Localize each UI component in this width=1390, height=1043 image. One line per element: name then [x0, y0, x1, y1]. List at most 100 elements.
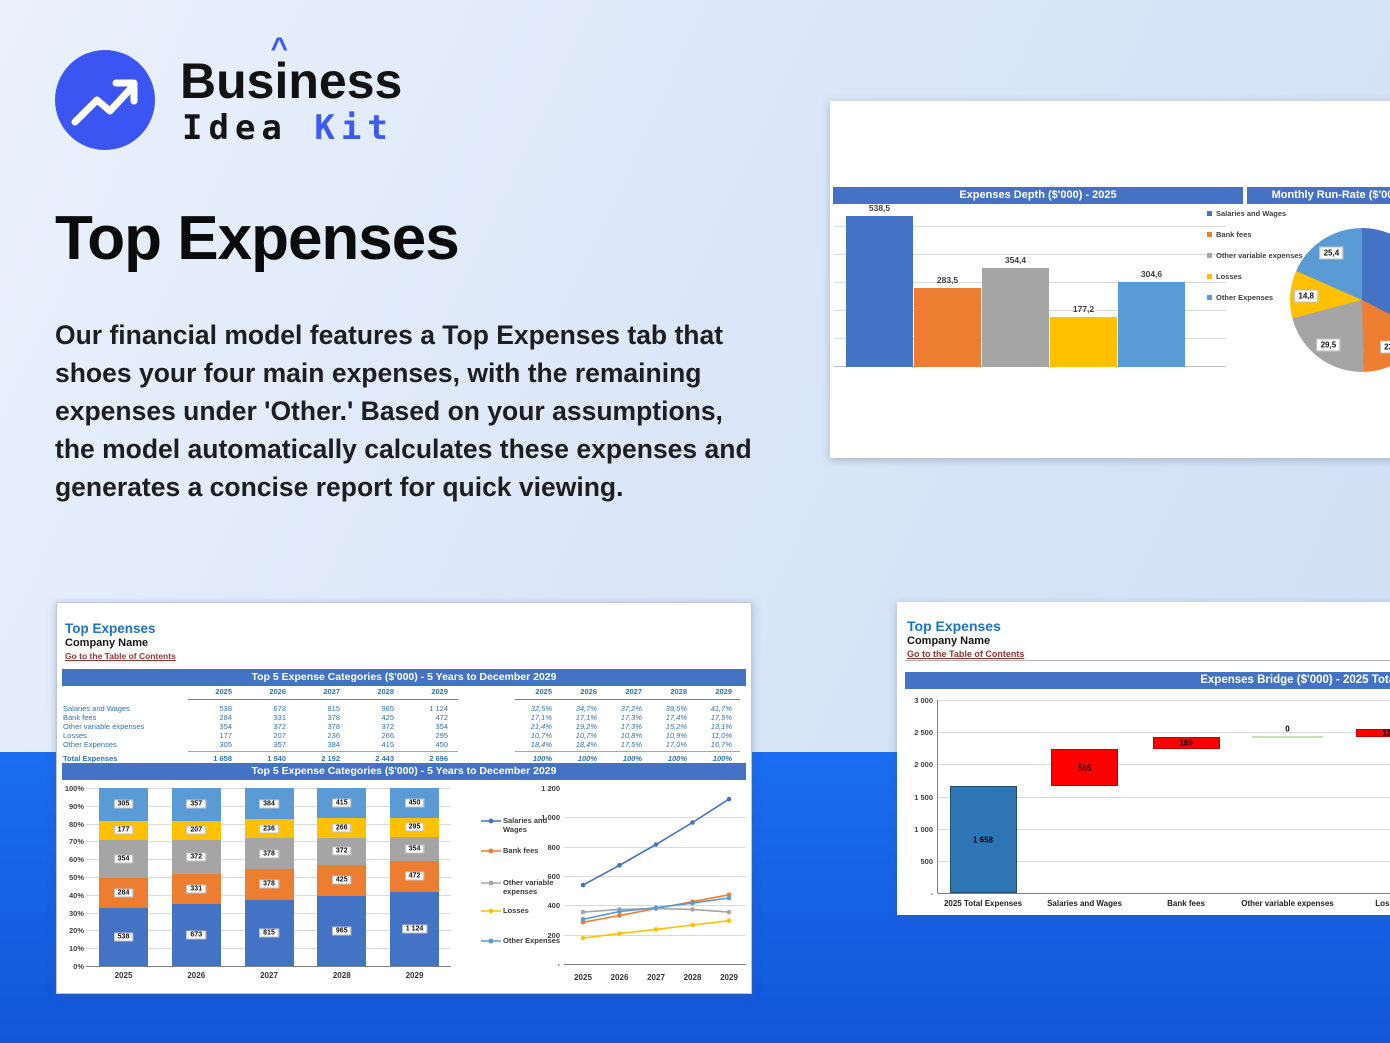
x-tick-label: 2029: [405, 971, 424, 980]
bar-fill: [1118, 281, 1185, 367]
y-axis: [937, 700, 938, 893]
top5-table-title: Top 5 Expense Categories ($'000) - 5 Yea…: [62, 669, 746, 686]
cell-pct: 100%: [577, 754, 597, 763]
legend-item: Bank fees: [1207, 230, 1305, 239]
divider: [905, 660, 1390, 661]
bar-2: 354,4: [982, 199, 1049, 367]
segment-value-label: 378: [259, 849, 279, 859]
stacked-columns: 538 284 354 177 305 673 331 372 207 357 815 378 378 2…: [99, 788, 439, 966]
cell-pct: 17,5%: [620, 740, 642, 749]
segment-value-label: 295: [404, 822, 425, 832]
cell: 2025: [215, 687, 232, 696]
y-tick-label: 60%: [68, 855, 84, 865]
bridge-screenshot: Top Expenses Company Name Go to the Tabl…: [897, 602, 1390, 915]
bar-value-label: 283,5: [936, 274, 959, 285]
legend-item: Other Expenses: [1207, 293, 1305, 302]
brand-name-line1: Busi ^ ness: [180, 32, 403, 109]
cell: 357: [273, 740, 286, 749]
expenses-depth-legend: Salaries and Wages Bank fees Other variabl…: [1207, 209, 1305, 314]
y-tick-label: -: [930, 889, 934, 898]
legend-item: Losses: [481, 906, 573, 917]
segment-value-label: 372: [186, 852, 207, 862]
legend-item: Losses: [1207, 272, 1305, 281]
y-tick-label: 20%: [68, 926, 84, 936]
row-label: Other variable expenses: [63, 722, 145, 731]
legend-label: Other Expenses: [503, 936, 561, 945]
segment-1: 284: [99, 877, 148, 909]
cell: 965: [381, 704, 394, 713]
legend-item: Salaries and Wages: [481, 816, 573, 834]
cell-pct: 16,7%: [710, 740, 732, 749]
segment-0: 965: [317, 895, 367, 966]
bar-value-label: 1 658: [972, 835, 994, 845]
logo-icon: [55, 50, 155, 150]
gridline: [564, 846, 746, 848]
cell: 372: [381, 722, 394, 731]
cell-pct: 100%: [622, 754, 642, 763]
segment-value-label: 384: [259, 799, 279, 809]
bar-fill: [846, 216, 913, 367]
cell-pct: 17,0%: [665, 740, 687, 749]
cell-pct: 17,5%: [710, 713, 732, 722]
segment-value-label: 177: [113, 825, 134, 835]
gridline: [564, 817, 746, 819]
cell-pct: 32,5%: [530, 704, 552, 713]
segment-4: 384: [244, 788, 294, 820]
cell-pct: 19,2%: [575, 722, 597, 731]
x-tick-label: 2027: [260, 971, 278, 980]
legend-swatch: [1207, 295, 1212, 300]
table-row: 2025 2026 2027 2028 2029 2025 2026 2027 2028 2029: [63, 687, 747, 696]
bar-fill: [914, 287, 981, 367]
bridge-chart-title: Expenses Bridge ($'000) - 2025 Total Exp…: [905, 672, 1390, 689]
y-tick-label: 1 200: [541, 784, 560, 793]
segment-0: 1 124: [390, 891, 439, 966]
cell: 2 696: [429, 754, 448, 763]
gridline: [938, 732, 1390, 734]
pie-slice-label: 25,4: [1319, 246, 1344, 260]
stacked-column: 1 124 472 354 295 450: [390, 788, 439, 966]
cell: 415: [381, 740, 394, 749]
cell: 2029: [431, 687, 448, 696]
x-tick-label: 2025: [114, 971, 133, 980]
x-axis: [938, 893, 1390, 894]
cell-pct: 11,0%: [711, 731, 732, 740]
top5-chart-title: Top 5 Expense Categories ($'000) - 5 Yea…: [62, 763, 746, 780]
legend-item: Salaries and Wages: [1207, 209, 1305, 218]
waterfall-bar-1: [1051, 748, 1118, 787]
cell: 378: [327, 722, 340, 731]
page-description: Our financial model features a Top Expen…: [55, 320, 752, 502]
segment-value-label: 415: [331, 798, 352, 808]
y-tick-label: 400: [547, 901, 560, 911]
cell-pct: 10,7%: [530, 731, 552, 740]
row-label: Other Expenses: [63, 740, 117, 749]
y-tick-label: -: [557, 960, 561, 969]
cell-pct: 10,7%: [575, 731, 597, 740]
cell: 354: [219, 722, 232, 731]
gridline: [86, 966, 451, 967]
total-topline: [188, 751, 458, 752]
segment-value-label: 372: [331, 846, 352, 856]
segment-value-label: 815: [259, 928, 279, 938]
legend-item: Bank fees: [481, 846, 573, 857]
cell: 538: [219, 704, 232, 713]
toc-link[interactable]: Go to the Table of Contents: [65, 651, 176, 661]
gridline: [938, 796, 1390, 798]
cell: 2 443: [375, 754, 394, 763]
gridline: [834, 254, 1226, 255]
x-tick-label: 2025 Total Expenses: [943, 899, 1023, 908]
segment-value-label: 331: [186, 884, 207, 894]
expenses-depth-chart: 538,5 283,5 354,4 177,2 304,6: [846, 199, 1186, 367]
segment-value-label: 1 124: [401, 924, 428, 934]
y-tick-label: 30%: [68, 908, 84, 918]
segment-0: 673: [171, 904, 221, 966]
cell-pct: 2025: [535, 687, 552, 696]
x-tick-label: 2026: [610, 973, 629, 982]
sheet-title: Top Expenses: [65, 621, 156, 636]
y-tick-label: 1 500: [914, 792, 933, 802]
cell-pct: 17,3%: [620, 713, 642, 722]
legend-item: Other variable expenses: [1207, 251, 1305, 260]
cell: 815: [327, 704, 340, 713]
toc-link[interactable]: Go to the Table of Contents: [907, 649, 1025, 659]
segment-3: 295: [390, 817, 439, 838]
legend-line-icon: [481, 817, 503, 834]
